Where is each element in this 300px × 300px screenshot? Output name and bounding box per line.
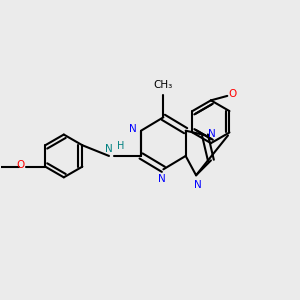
Text: N: N xyxy=(194,180,201,190)
Text: O: O xyxy=(229,89,237,99)
Text: H: H xyxy=(117,142,124,152)
Text: N: N xyxy=(105,144,113,154)
Text: N: N xyxy=(129,124,136,134)
Text: N: N xyxy=(158,174,166,184)
Text: CH₃: CH₃ xyxy=(154,80,173,90)
Text: N: N xyxy=(208,129,216,139)
Text: O: O xyxy=(16,160,25,170)
